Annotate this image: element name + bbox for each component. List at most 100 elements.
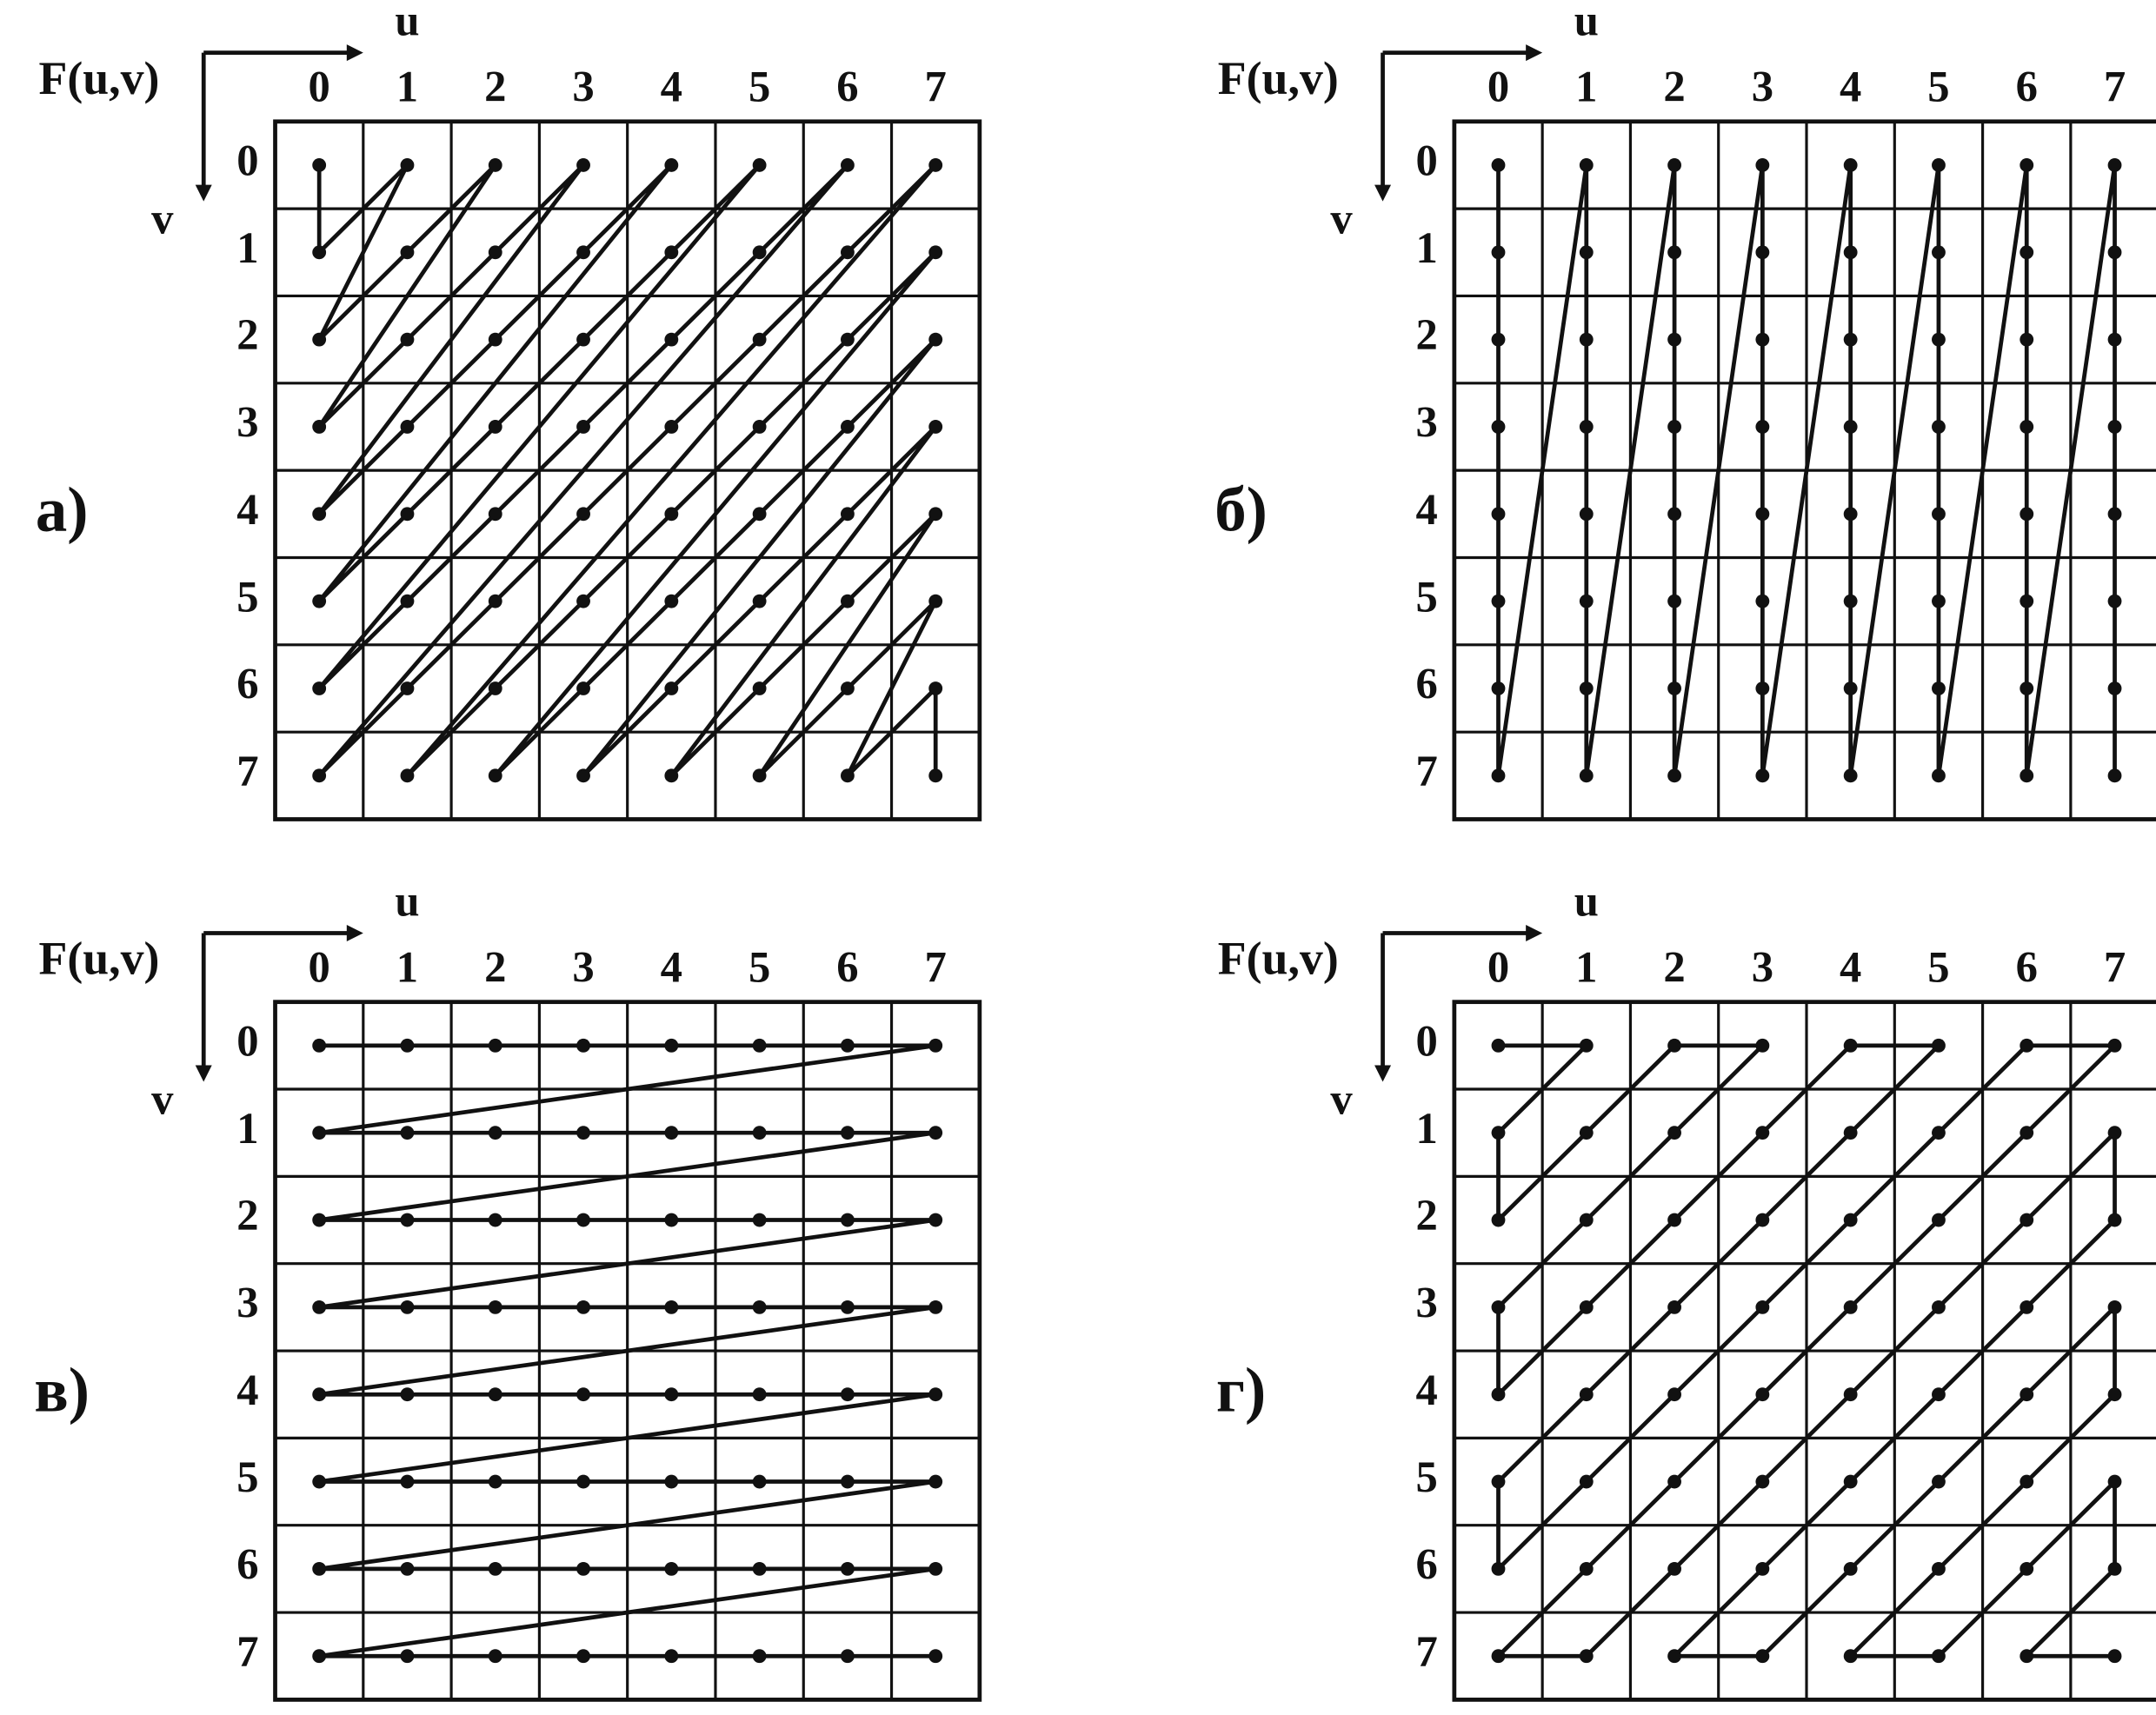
column-label: 7 bbox=[925, 63, 947, 111]
scan-point bbox=[400, 1387, 415, 1402]
row-label: 7 bbox=[236, 1627, 258, 1676]
scan-point bbox=[2020, 332, 2034, 347]
row-label: 2 bbox=[1416, 310, 1438, 359]
scan-point bbox=[1491, 681, 1506, 695]
scan-point bbox=[312, 1474, 327, 1489]
scan-point bbox=[1755, 1474, 1770, 1489]
scan-point bbox=[840, 594, 855, 608]
scan-point bbox=[2020, 768, 2034, 783]
column-label: 1 bbox=[1575, 63, 1597, 111]
scan-point bbox=[752, 245, 767, 260]
scan-point bbox=[2020, 1038, 2034, 1053]
scan-point bbox=[400, 507, 415, 522]
scan-point bbox=[840, 1474, 855, 1489]
column-label: 2 bbox=[484, 63, 506, 111]
scan-point bbox=[664, 420, 679, 434]
scan-point bbox=[752, 507, 767, 522]
scan-point bbox=[928, 1213, 943, 1227]
scan-point bbox=[752, 1387, 767, 1402]
column-label: 3 bbox=[1752, 942, 1773, 991]
column-label: 7 bbox=[2104, 942, 2126, 991]
axis-arrows bbox=[201, 931, 356, 1074]
scan-point bbox=[1491, 158, 1506, 172]
column-label: 0 bbox=[309, 942, 330, 991]
axis-arrows bbox=[201, 50, 356, 194]
scan-point bbox=[1843, 1387, 1858, 1402]
scan-point bbox=[400, 245, 415, 260]
scan-point bbox=[2107, 1561, 2122, 1576]
scan-point bbox=[488, 594, 502, 608]
scan-point bbox=[2107, 1649, 2122, 1664]
scan-point bbox=[1667, 681, 1681, 695]
scan-point bbox=[1932, 1213, 1946, 1227]
scan-point bbox=[1491, 332, 1506, 347]
column-label: 0 bbox=[309, 63, 330, 111]
scan-point bbox=[928, 420, 943, 434]
scan-point bbox=[1491, 1649, 1506, 1664]
row-label: 3 bbox=[1416, 1278, 1438, 1326]
scan-point bbox=[928, 1300, 943, 1314]
scan-point bbox=[488, 768, 502, 783]
scan-point bbox=[400, 332, 415, 347]
scan-point bbox=[576, 245, 590, 260]
scan-point bbox=[2107, 1213, 2122, 1227]
scan-point bbox=[752, 1649, 767, 1664]
scan-point bbox=[400, 768, 415, 783]
scan-point bbox=[1491, 1387, 1506, 1402]
column-label: 3 bbox=[572, 942, 594, 991]
scan-point bbox=[1755, 594, 1770, 608]
scan-point bbox=[2020, 420, 2034, 434]
scan-point bbox=[1932, 1387, 1946, 1402]
scan-point bbox=[1667, 420, 1681, 434]
scan-point bbox=[664, 507, 679, 522]
column-label: 6 bbox=[836, 63, 858, 111]
scan-point bbox=[752, 420, 767, 434]
scan-point bbox=[400, 1213, 415, 1227]
scan-point bbox=[488, 1126, 502, 1140]
row-label: 2 bbox=[236, 310, 258, 359]
column-label: 0 bbox=[1487, 942, 1509, 991]
scan-point bbox=[400, 594, 415, 608]
scan-panel: а) F(u,v) u v 0 1 2 3 4 5 6 7 0 1 2 3 4 5 6 7 bbox=[36, 0, 982, 821]
scan-point bbox=[1667, 594, 1681, 608]
scan-point bbox=[1932, 1474, 1946, 1489]
scan-point bbox=[488, 1387, 502, 1402]
scan-point bbox=[2020, 507, 2034, 522]
scan-point bbox=[2020, 1300, 2034, 1314]
scan-point bbox=[664, 1038, 679, 1053]
scan-point bbox=[312, 1126, 327, 1140]
scan-point bbox=[928, 1474, 943, 1489]
axis-arrows bbox=[1381, 931, 1534, 1074]
scan-point bbox=[1491, 245, 1506, 260]
scan-panel: б) F(u,v) u v 0 1 2 3 4 5 6 7 0 1 2 3 4 5 6 7 bbox=[1214, 0, 2156, 821]
function-label: F(u,v) bbox=[1218, 933, 1339, 985]
scan-point bbox=[1843, 420, 1858, 434]
scan-point bbox=[400, 1649, 415, 1664]
row-label: 2 bbox=[1416, 1191, 1438, 1240]
scan-point bbox=[1843, 1126, 1858, 1140]
scan-point bbox=[312, 507, 327, 522]
scan-point bbox=[1843, 594, 1858, 608]
column-label: 4 bbox=[1840, 63, 1861, 111]
scan-point bbox=[1579, 1038, 1594, 1053]
scan-point bbox=[1667, 1649, 1681, 1664]
scan-point bbox=[1843, 1213, 1858, 1227]
scan-point bbox=[752, 681, 767, 695]
scan-point bbox=[840, 507, 855, 522]
scan-point bbox=[752, 1300, 767, 1314]
column-label: 6 bbox=[836, 942, 858, 991]
u-axis-label: u bbox=[395, 0, 419, 45]
scan-point bbox=[1667, 158, 1681, 172]
scan-point bbox=[928, 1038, 943, 1053]
scan-point bbox=[1667, 1126, 1681, 1140]
scan-point bbox=[1843, 768, 1858, 783]
scan-point bbox=[840, 1387, 855, 1402]
axis-arrows bbox=[1381, 50, 1534, 194]
v-axis-label: v bbox=[1330, 195, 1353, 243]
scan-point bbox=[1932, 1126, 1946, 1140]
scan-point bbox=[2107, 1038, 2122, 1053]
row-label: 0 bbox=[236, 136, 258, 185]
scan-point bbox=[1491, 507, 1506, 522]
scan-point bbox=[1932, 1649, 1946, 1664]
scan-point bbox=[576, 1474, 590, 1489]
